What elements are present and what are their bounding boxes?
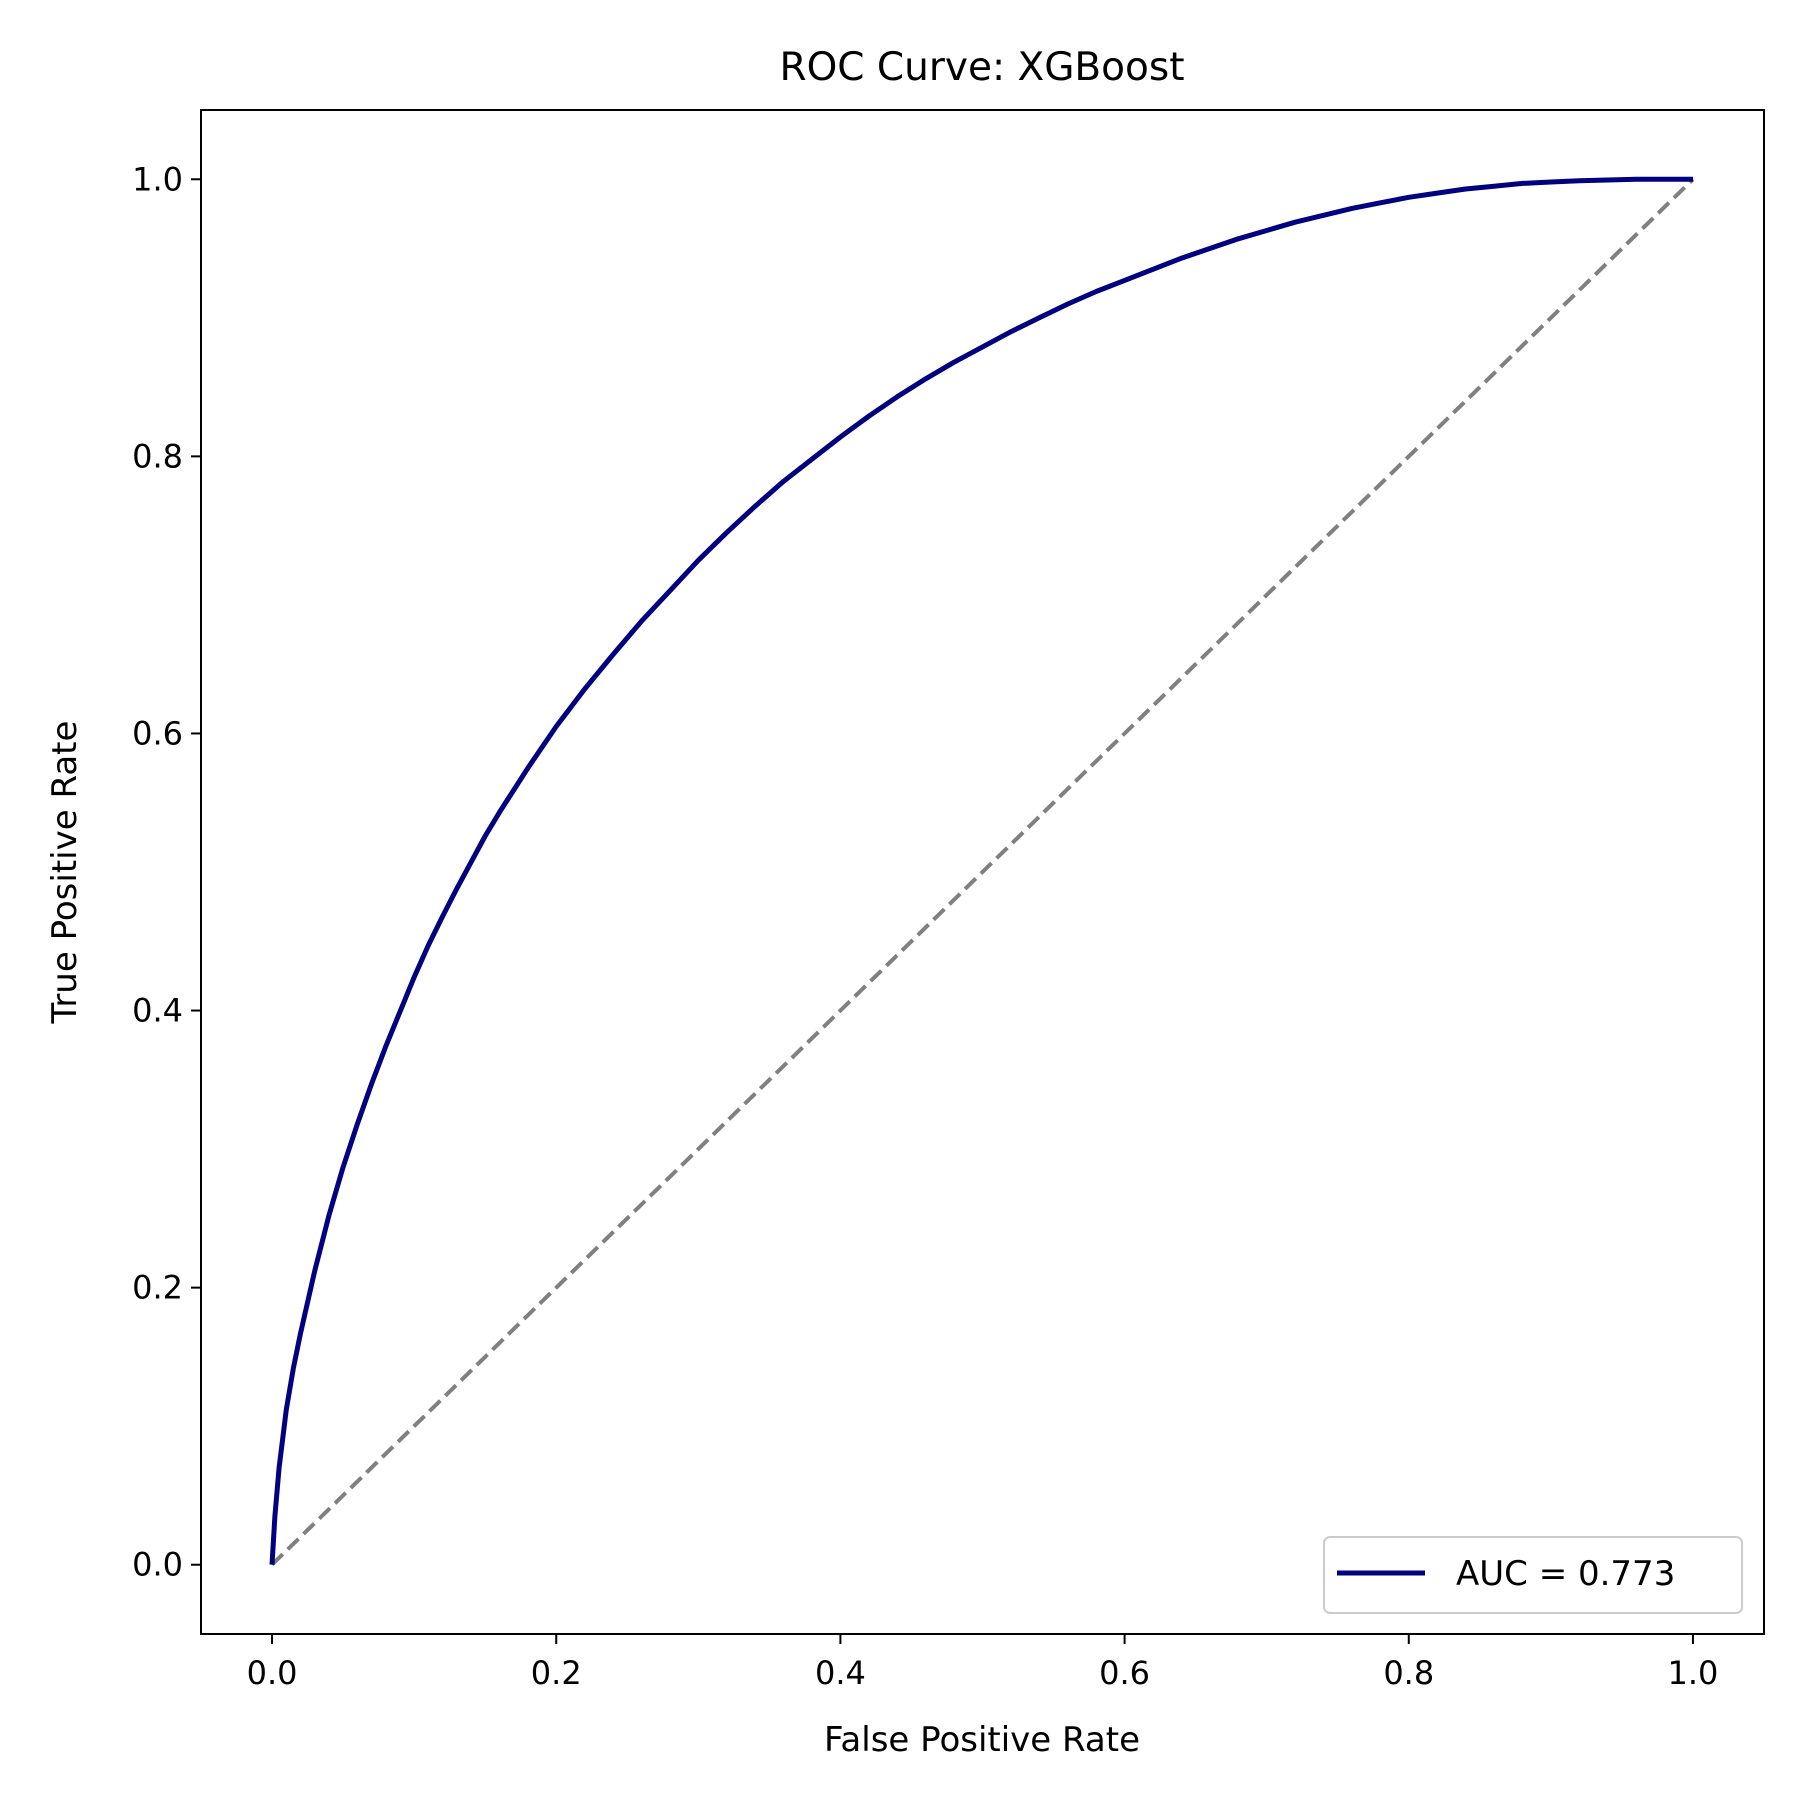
x-tick-label: 0.0: [247, 1654, 298, 1692]
legend: AUC = 0.773: [1323, 1536, 1743, 1614]
x-tick-label: 0.2: [531, 1654, 582, 1692]
legend-label: AUC = 0.773: [1456, 1554, 1675, 1594]
x-axis-label: False Positive Rate: [824, 1720, 1140, 1760]
plot-frame: [200, 109, 1765, 1635]
y-tick-label: 0.4: [132, 992, 183, 1030]
chart-title: ROC Curve: XGBoost: [779, 45, 1184, 90]
y-tick-label: 0.6: [132, 714, 183, 752]
x-tick-label: 1.0: [1668, 1654, 1719, 1692]
y-tick-label: 0.2: [132, 1269, 183, 1307]
y-tick-label: 0.8: [132, 437, 183, 475]
y-axis-ticks: 0.0 0.2 0.4 0.6 0.8 1.0: [132, 160, 201, 1584]
x-tick-label: 0.8: [1383, 1654, 1434, 1692]
x-tick-label: 0.6: [1099, 1654, 1150, 1692]
y-tick-label: 0.0: [132, 1546, 183, 1584]
legend-box: [1323, 1536, 1743, 1614]
chance-diagonal-line: [270, 177, 1695, 1567]
series-layer: [269, 176, 1695, 1567]
x-axis-ticks: 0.0 0.2 0.4 0.6 0.8 1.0: [247, 1634, 1719, 1692]
roc-curve-line: [269, 176, 1693, 1565]
x-tick-label: 0.4: [815, 1654, 866, 1692]
y-tick-label: 1.0: [132, 160, 183, 198]
y-axis-label: True Positive Rate: [45, 721, 85, 1025]
